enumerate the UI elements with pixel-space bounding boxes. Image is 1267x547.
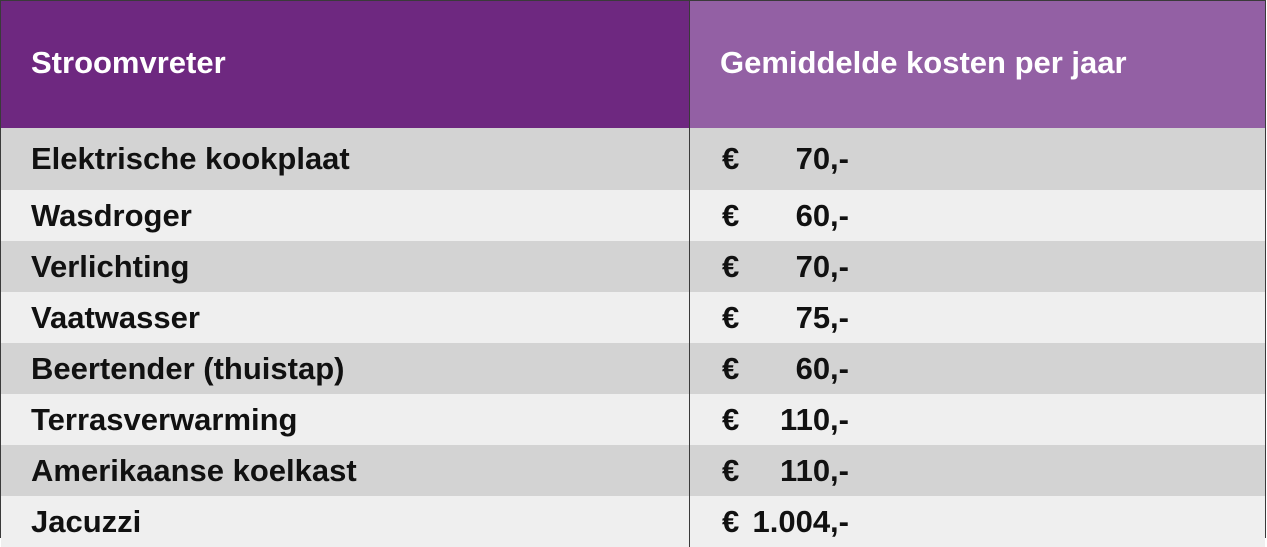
item-name: Verlichting [1, 241, 690, 292]
table-body: Elektrische kookplaat € 70,- Wasdroger €… [1, 128, 1265, 547]
currency-symbol: € [722, 350, 740, 386]
item-name: Terrasverwarming [1, 394, 690, 445]
table-header: Stroomvreter Gemiddelde kosten per jaar [1, 1, 1265, 128]
item-name: Wasdroger [1, 190, 690, 241]
cost-amount: 70,- [795, 141, 849, 176]
item-name: Beertender (thuistap) [1, 343, 690, 394]
cost-amount: 1.004,- [752, 503, 849, 539]
table-row: Elektrische kookplaat € 70,- [1, 128, 1265, 190]
cost-amount: 70,- [795, 248, 849, 284]
table-row: Jacuzzi € 1.004,- [1, 496, 1265, 547]
item-name: Jacuzzi [1, 496, 690, 547]
cost-amount: 110,- [780, 401, 849, 437]
item-cost: € 60,- [690, 343, 1265, 394]
item-name: Amerikaanse koelkast [1, 445, 690, 496]
currency-symbol: € [722, 248, 740, 284]
cost-amount: 60,- [795, 350, 849, 386]
table-row: Terrasverwarming € 110,- [1, 394, 1265, 445]
currency-symbol: € [722, 299, 740, 335]
item-cost: € 1.004,- [690, 496, 1265, 547]
cost-amount: 60,- [795, 197, 849, 233]
item-name: Vaatwasser [1, 292, 690, 343]
header-cost: Gemiddelde kosten per jaar [690, 1, 1265, 128]
item-cost: € 110,- [690, 445, 1265, 496]
currency-symbol: € [722, 141, 740, 176]
currency-symbol: € [722, 197, 740, 233]
item-cost: € 70,- [690, 241, 1265, 292]
table-row: Wasdroger € 60,- [1, 190, 1265, 241]
item-cost: € 60,- [690, 190, 1265, 241]
currency-symbol: € [722, 503, 740, 539]
header-item: Stroomvreter [1, 1, 690, 128]
table-row: Vaatwasser € 75,- [1, 292, 1265, 343]
table-row: Beertender (thuistap) € 60,- [1, 343, 1265, 394]
currency-symbol: € [722, 452, 740, 488]
item-cost: € 70,- [690, 128, 1265, 190]
cost-amount: 75,- [795, 299, 849, 335]
item-cost: € 110,- [690, 394, 1265, 445]
table-row: Verlichting € 70,- [1, 241, 1265, 292]
table-row: Amerikaanse koelkast € 110,- [1, 445, 1265, 496]
currency-symbol: € [722, 401, 740, 437]
item-name: Elektrische kookplaat [1, 128, 690, 190]
cost-amount: 110,- [780, 452, 849, 488]
item-cost: € 75,- [690, 292, 1265, 343]
